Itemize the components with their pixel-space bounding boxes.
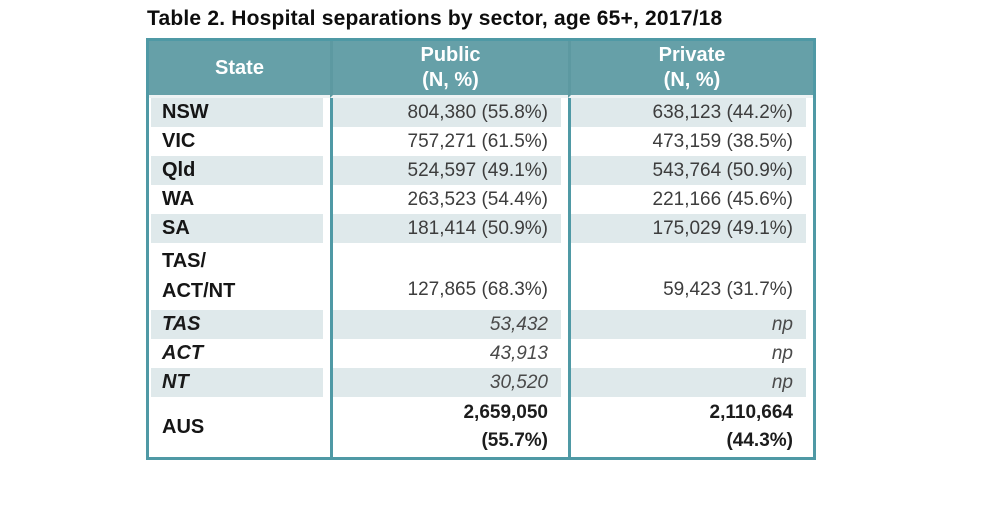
private-value-qld: 543,764 (50.9%): [568, 156, 813, 185]
public-value-qld: 524,597 (49.1%): [330, 156, 568, 185]
public-value-act: 43,913: [330, 339, 568, 368]
private-value-aus: 2,110,664 (44.3%): [568, 397, 813, 457]
public-value-tas: 53,432: [330, 310, 568, 339]
public-value-nt: 30,520: [330, 368, 568, 397]
column-header-public-sublabel: (N, %): [422, 69, 479, 91]
column-header-state-label: State: [215, 56, 264, 79]
public-value-tas-act-nt: 127,865 (68.3%): [330, 243, 568, 310]
private-value-act: np: [568, 339, 813, 368]
column-header-private-label: Private: [658, 44, 726, 66]
private-value-vic: 473,159 (38.5%): [568, 127, 813, 156]
state-cell-tas: TAS: [149, 310, 330, 339]
state-cell-nt: NT: [149, 368, 330, 397]
hospital-separations-table: State Public (N, %) Private (N, %) NSW 8…: [146, 38, 816, 460]
state-cell-sa: SA: [149, 214, 330, 243]
state-cell-nsw: NSW: [149, 98, 330, 127]
state-cell-vic: VIC: [149, 127, 330, 156]
public-value-nsw: 804,380 (55.8%): [330, 98, 568, 127]
column-header-private: Private (N, %): [568, 41, 813, 98]
state-cell-qld: Qld: [149, 156, 330, 185]
state-cell-act: ACT: [149, 339, 330, 368]
column-header-public: Public (N, %): [330, 41, 568, 98]
state-cell-tas-act-nt: TAS/ ACT/NT: [149, 243, 330, 310]
private-value-nt: np: [568, 368, 813, 397]
state-cell-aus: AUS: [149, 397, 330, 457]
column-header-public-label: Public: [420, 44, 481, 66]
column-header-state: State: [149, 41, 330, 98]
private-value-tas: np: [568, 310, 813, 339]
table-title: Table 2. Hospital separations by sector,…: [147, 7, 723, 30]
public-value-sa: 181,414 (50.9%): [330, 214, 568, 243]
private-value-tas-act-nt: 59,423 (31.7%): [568, 243, 813, 310]
state-cell-wa: WA: [149, 185, 330, 214]
private-value-wa: 221,166 (45.6%): [568, 185, 813, 214]
private-value-sa: 175,029 (49.1%): [568, 214, 813, 243]
private-value-nsw: 638,123 (44.2%): [568, 98, 813, 127]
public-value-aus: 2,659,050 (55.7%): [330, 397, 568, 457]
public-value-wa: 263,523 (54.4%): [330, 185, 568, 214]
column-header-private-sublabel: (N, %): [663, 69, 721, 91]
public-value-vic: 757,271 (61.5%): [330, 127, 568, 156]
